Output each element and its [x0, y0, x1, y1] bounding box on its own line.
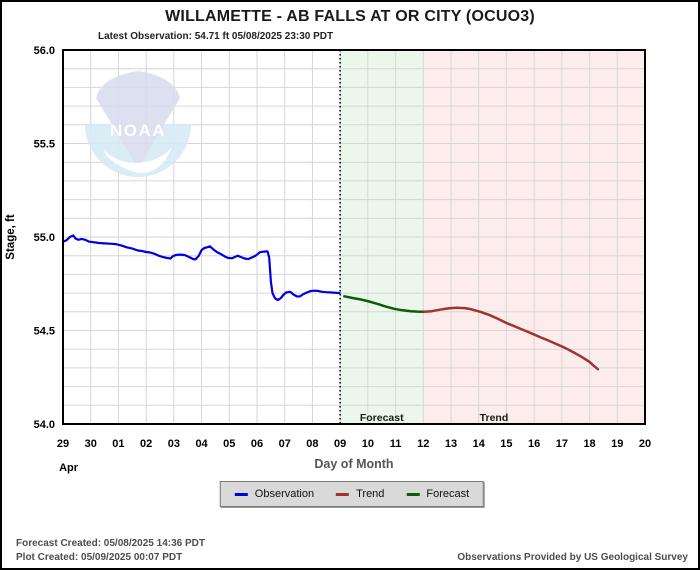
x-tick-label: 03 — [168, 438, 180, 450]
x-tick-label: 02 — [140, 438, 152, 450]
forecast-created-text: Forecast Created: 05/08/2025 14:36 PDT — [16, 538, 205, 549]
legend-label: Observation — [254, 488, 315, 500]
y-tick-label: 55.5 — [34, 139, 55, 151]
legend-item-forecast: Forecast — [406, 488, 469, 500]
x-tick-label: 08 — [306, 438, 318, 450]
legend-label: Forecast — [426, 488, 470, 500]
x-tick-label: 13 — [445, 438, 457, 450]
x-tick-label: 05 — [223, 438, 235, 450]
y-tick-label: 54.0 — [34, 419, 55, 431]
observations-source-text: Observations Provided by US Geological S… — [457, 552, 688, 563]
trend-line-swatch — [336, 492, 350, 496]
y-tick-label: 54.5 — [34, 326, 55, 338]
y-axis-title: Stage, ft — [5, 214, 17, 260]
noaa-logo-sky — [96, 71, 180, 168]
plot-created-text: Plot Created: 05/09/2025 00:07 PDT — [16, 552, 183, 563]
trend-band-label: Trend — [480, 412, 509, 424]
y-tick-label: 56.0 — [34, 45, 55, 57]
x-tick-label: 29 — [57, 438, 69, 450]
x-tick-label: 07 — [279, 438, 291, 450]
observation-line — [61, 234, 341, 302]
x-tick-label: 11 — [390, 438, 402, 450]
legend-item-trend: Trend — [336, 488, 384, 500]
month-label: Apr — [59, 462, 79, 474]
hydrograph-chart: NOAA Forecast Trend 56.0 55.5 55.0 54.5 54.029… — [5, 45, 651, 474]
x-tick-label: 30 — [85, 438, 97, 450]
forecast-band-label: Forecast — [360, 412, 404, 424]
legend: Observation Trend Forecast — [219, 481, 485, 507]
noaa-logo-text: NOAA — [110, 121, 166, 140]
x-tick-label: 04 — [195, 438, 208, 450]
y-tick-label: 55.0 — [34, 232, 55, 244]
x-tick-label: 09 — [334, 438, 346, 450]
trend-line — [423, 306, 600, 371]
x-tick-label: 17 — [556, 438, 568, 450]
forecast-line-swatch — [406, 492, 420, 496]
legend-item-observation: Observation — [234, 488, 315, 500]
legend-label: Trend — [356, 488, 385, 500]
observation-line-swatch — [234, 492, 248, 496]
noaa-logo-watermark: NOAA — [85, 71, 191, 177]
x-tick-label: 12 — [417, 438, 429, 450]
x-tick-label: 15 — [500, 438, 512, 450]
x-tick-label: 19 — [611, 438, 623, 450]
x-tick-label: 20 — [639, 438, 651, 450]
x-tick-label: 14 — [473, 438, 486, 450]
x-axis-title: Day of Month — [314, 457, 393, 471]
noaa-logo-gull-icon — [104, 147, 172, 173]
x-tick-label: 16 — [528, 438, 540, 450]
plot-border — [62, 49, 646, 425]
x-tick-label: 06 — [251, 438, 263, 450]
forecast-line — [343, 295, 426, 314]
x-tick-label: 18 — [583, 438, 595, 450]
page-title: WILLAMETTE - AB FALLS AT OR CITY (OCUO3) — [165, 8, 535, 25]
x-tick-label: 01 — [112, 438, 124, 450]
x-tick-label: 10 — [362, 438, 374, 450]
latest-observation-text: Latest Observation: 54.71 ft 05/08/2025 … — [98, 31, 334, 42]
